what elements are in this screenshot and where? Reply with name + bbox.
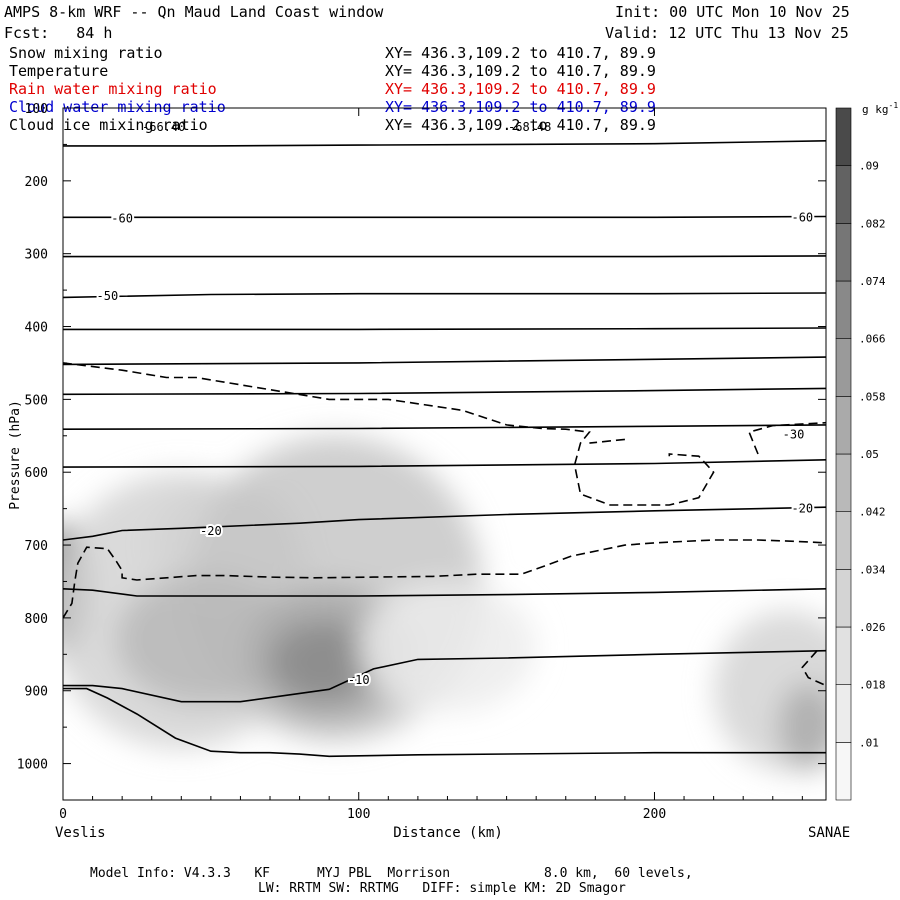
axes-layer: 100 200 300 400 500 600 700 800 900 1000 0 100 200 xyxy=(17,102,826,822)
isotherm-label-1-0: -60 xyxy=(111,212,133,226)
y-tick-label-200: 200 xyxy=(25,175,48,190)
field-name-snow: Snow mixing ratio xyxy=(9,44,163,62)
overlap-label-1: -66.40 xyxy=(142,120,185,134)
y-tick-label-1000: 1000 xyxy=(17,758,48,773)
y-tick-label-500: 500 xyxy=(25,393,48,408)
field-name-temperature: Temperature xyxy=(9,62,109,80)
chart-title: AMPS 8-km WRF -- Qn Maud Land Coast wind… xyxy=(4,3,384,21)
cloud-ice-contour-4 xyxy=(801,650,826,687)
snow-blob-6 xyxy=(270,621,377,702)
colorbar-swatch-0 xyxy=(835,742,852,801)
model-info-line-2: LW: RRTM SW: RRTMG DIFF: simple KM: 2D S… xyxy=(258,881,626,896)
colorbar-level-9: .082 xyxy=(859,217,886,230)
isotherm-10 xyxy=(63,588,826,597)
x-tick-label-100: 100 xyxy=(347,807,370,822)
colorbar: .01 .018 .026 .034 .042 .05 .058 .066 .074 .082 .0… xyxy=(835,107,886,801)
colorbar-swatch-4 xyxy=(835,511,852,570)
y-tick-label-400: 400 xyxy=(25,321,48,336)
cloud-ice-contour-3 xyxy=(63,539,826,619)
isotherm-12 xyxy=(63,687,826,758)
colorbar-level-7: .066 xyxy=(859,333,886,346)
y-tick-label-100: 100 xyxy=(25,102,48,117)
y-tick-label-700: 700 xyxy=(25,539,48,554)
colorbar-swatch-11 xyxy=(835,107,852,166)
field-xy-temperature: XY= 436.3,109.2 to 410.7, 89.9 xyxy=(385,62,656,80)
isotherm-8 xyxy=(63,459,826,468)
colorbar-swatch-6 xyxy=(835,396,852,455)
isotherm-label-9-0: -20 xyxy=(200,524,222,538)
forecast-hour: Fcst: 84 h xyxy=(4,24,113,42)
y-tick-label-600: 600 xyxy=(25,466,48,481)
colorbar-level-6: .058 xyxy=(859,390,886,403)
colorbar-level-0: .01 xyxy=(859,736,879,749)
cloud-ice-contour-1 xyxy=(589,438,625,444)
isotherm-9 xyxy=(63,506,826,541)
isotherm-label-7-0: -30 xyxy=(783,427,805,441)
colorbar-swatch-9 xyxy=(835,223,852,282)
valid-time: Valid: 12 UTC Thu 13 Nov 25 xyxy=(605,24,849,42)
isotherm-label-1-1: -60 xyxy=(791,210,813,224)
contour-label-layer: -60 -60 -50 -30 -20 -20 -10 xyxy=(95,208,816,689)
field-xy-cloud-ice: XY= 436.3,109.2 to 410.7, 89.9 xyxy=(385,116,656,134)
colorbar-level-10: .09 xyxy=(859,160,879,173)
colorbar-swatch-2 xyxy=(835,626,852,685)
colorbar-swatch-7 xyxy=(835,338,852,397)
isotherm-3 xyxy=(63,292,826,299)
isotherm-1 xyxy=(63,215,826,219)
init-time: Init: 00 UTC Mon 10 Nov 25 xyxy=(615,3,850,21)
field-xy-cloud-water: XY= 436.3,109.2 to 410.7, 89.9 xyxy=(385,98,656,116)
isotherm-label-9-1: -20 xyxy=(791,502,813,516)
colorbar-swatch-3 xyxy=(835,569,852,628)
x-axis-label: Distance (km) xyxy=(393,825,503,841)
colorbar-level-2: .026 xyxy=(859,621,886,634)
colorbar-swatch-8 xyxy=(835,280,852,339)
field-name-rain: Rain water mixing ratio xyxy=(9,80,217,98)
x-tick-label-0: 0 xyxy=(59,807,67,822)
model-info-line-1: Model Info: V4.3.3 KF MYJ PBL Morrison 8… xyxy=(90,866,693,881)
isotherm-4 xyxy=(63,327,826,331)
field-xy-rain: XY= 436.3,109.2 to 410.7, 89.9 xyxy=(385,80,656,98)
plot-frame xyxy=(62,107,827,801)
isotherm-11 xyxy=(63,649,826,703)
isotherm-7 xyxy=(63,424,826,430)
left-endpoint-label: Veslis xyxy=(55,825,106,841)
colorbar-unit: g kg-1 xyxy=(862,101,898,116)
colorbar-level-4: .042 xyxy=(859,506,886,519)
cloud-ice-contour-layer xyxy=(63,362,826,687)
snow-blob-9 xyxy=(778,683,826,771)
colorbar-swatch-10 xyxy=(835,165,852,224)
colorbar-level-5: .05 xyxy=(859,448,879,461)
isotherm-label-11-0: -10 xyxy=(348,673,370,687)
colorbar-swatch-1 xyxy=(835,684,852,743)
field-xy-snow: XY= 436.3,109.2 to 410.7, 89.9 xyxy=(385,44,656,62)
field-name-cloud-water: Cloud water mixing ratio xyxy=(9,98,226,116)
overlap-label-2: -68.48 xyxy=(508,120,551,134)
isotherm-6 xyxy=(63,387,826,396)
y-tick-label-300: 300 xyxy=(25,248,48,263)
cloud-ice-contour-2 xyxy=(748,421,826,455)
y-axis-label: Pressure (hPa) xyxy=(8,400,23,510)
isotherm-0 xyxy=(63,140,826,147)
colorbar-level-8: .074 xyxy=(859,275,886,288)
x-tick-label-200: 200 xyxy=(643,807,666,822)
isotherm-layer xyxy=(63,140,826,758)
y-tick-label-900: 900 xyxy=(25,685,48,700)
right-endpoint-label: SANAE xyxy=(808,825,850,841)
colorbar-level-1: .018 xyxy=(859,679,886,692)
isotherm-5 xyxy=(63,356,826,366)
field-name-cloud-ice: Cloud ice mixing ratio xyxy=(9,116,208,134)
colorbar-level-3: .034 xyxy=(859,563,886,576)
isotherm-label-3-0: -50 xyxy=(97,289,119,303)
snow-shading-layer xyxy=(63,435,826,771)
y-tick-label-800: 800 xyxy=(25,612,48,627)
isotherm-2 xyxy=(63,255,826,258)
cloud-ice-contour-0 xyxy=(63,362,715,506)
snow-blob-7 xyxy=(358,581,537,713)
colorbar-swatch-5 xyxy=(835,453,852,512)
